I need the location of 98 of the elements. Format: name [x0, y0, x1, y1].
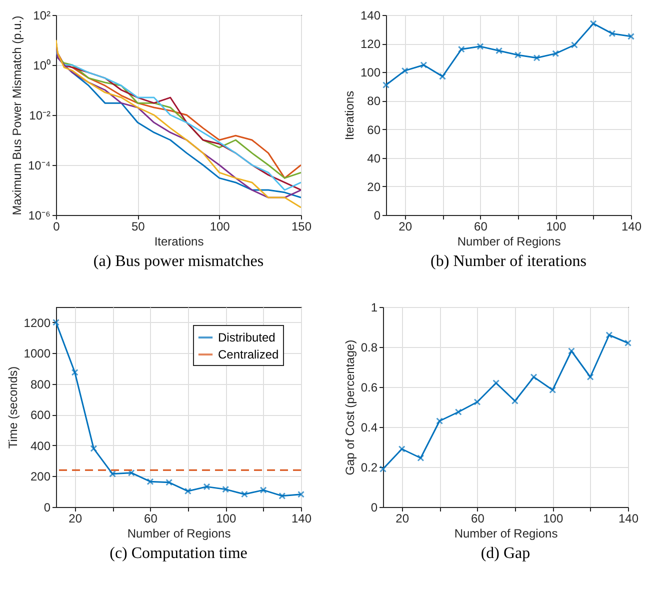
- x-axis-title: Number of Regions: [454, 526, 558, 540]
- point: [90, 445, 98, 452]
- y-tick-label: 0.6: [360, 380, 378, 394]
- x-axis-title: Number of Regions: [127, 526, 231, 540]
- y-tick-label: 0.8: [360, 340, 378, 354]
- x-tick-label: 20: [398, 220, 412, 234]
- y-tick-label: 10⁻²: [29, 108, 51, 122]
- point: [222, 486, 230, 493]
- y-axis-title: Time (seconds): [6, 366, 20, 449]
- x-axis-title: Number of Regions: [457, 234, 561, 248]
- point: [398, 446, 406, 452]
- point: [624, 340, 632, 346]
- y-tick-label: 0.2: [360, 460, 378, 474]
- point: [278, 492, 286, 500]
- y-tick-label: 20: [367, 180, 381, 194]
- y-axis-title: Maximum Bus Power Mismatch (p.u.): [10, 16, 24, 216]
- point: [260, 486, 267, 494]
- y-tick-label: 0: [370, 500, 378, 514]
- point: [628, 32, 634, 40]
- x-tick-label: 50: [131, 220, 146, 234]
- point: [380, 466, 386, 472]
- point: [203, 483, 210, 490]
- y-tick-label: 120: [360, 37, 381, 52]
- x-tick-label: 20: [68, 512, 82, 526]
- point: [549, 386, 556, 394]
- text: (a) Bus power mismatches: [93, 253, 264, 270]
- x-axis-title: Iterations: [154, 234, 204, 248]
- x-tick-label: 100: [546, 220, 566, 234]
- y-tick-label: 1000: [24, 346, 51, 361]
- point: [166, 478, 173, 486]
- point: [454, 408, 462, 416]
- x-tick-label: 140: [291, 512, 312, 526]
- point: [420, 62, 428, 68]
- point: [439, 72, 446, 80]
- text: (d) Gap: [480, 545, 530, 562]
- point: [146, 478, 154, 486]
- x-tick-label: 140: [621, 220, 642, 234]
- y-tick-label: 400: [30, 438, 51, 453]
- point: [401, 67, 408, 74]
- point: [530, 374, 538, 380]
- text: (c) Computation time: [110, 545, 248, 562]
- point: [552, 50, 560, 58]
- y-tick-label: 800: [30, 377, 51, 392]
- x-tick-label: 150: [291, 220, 312, 234]
- point: [533, 54, 540, 62]
- point: [417, 454, 424, 462]
- y-tick-label: 80: [367, 94, 381, 108]
- point: [590, 20, 597, 28]
- point: [492, 380, 500, 386]
- point: [606, 332, 613, 338]
- point: [382, 82, 390, 88]
- y-axis-title: Gap of Cost (percentage): [342, 340, 357, 476]
- x-tick-label: 140: [618, 512, 639, 526]
- point: [128, 469, 135, 476]
- y-tick-label: 1200: [24, 316, 51, 330]
- y-tick-label: 600: [30, 408, 51, 422]
- point: [436, 418, 444, 424]
- y-axis-title: Iterations: [342, 90, 356, 140]
- y-tick-label: 0.4: [360, 420, 378, 434]
- x-tick-label: 100: [216, 512, 236, 526]
- point: [240, 490, 248, 498]
- y-tick-label: 0: [44, 500, 51, 514]
- y-tick-label: 140: [360, 8, 381, 22]
- y-tick-label: 0: [374, 208, 381, 222]
- legend-label: Centralized: [218, 348, 279, 362]
- point: [458, 46, 465, 53]
- x-tick-label: 100: [543, 512, 564, 526]
- text: (b) Number of iterations: [430, 253, 586, 270]
- x-tick-label: 0: [53, 220, 60, 234]
- x-tick-label: 60: [144, 512, 158, 526]
- point: [511, 398, 518, 404]
- point: [570, 42, 578, 48]
- y-tick-label: 1: [370, 300, 378, 314]
- x-tick-label: 60: [471, 512, 485, 526]
- point: [474, 398, 481, 406]
- y-tick-label: 10⁰: [33, 58, 50, 72]
- y-tick-label: 10²: [33, 8, 51, 22]
- point: [586, 374, 594, 380]
- point: [52, 318, 60, 326]
- point: [496, 47, 503, 54]
- point: [514, 52, 522, 58]
- y-tick-label: 60: [367, 122, 381, 137]
- point: [298, 490, 304, 498]
- point: [109, 470, 116, 478]
- x-tick-label: 100: [210, 220, 230, 234]
- point: [476, 42, 484, 50]
- x-tick-label: 60: [474, 220, 488, 234]
- legend-label: Distributed: [218, 330, 276, 344]
- y-tick-label: 200: [30, 470, 51, 484]
- y-tick-label: 10⁻⁴: [28, 158, 50, 172]
- y-tick-label: 40: [367, 151, 381, 166]
- point: [608, 30, 616, 38]
- point: [184, 488, 192, 495]
- y-tick-label: 10⁻⁶: [28, 208, 51, 222]
- point: [568, 348, 575, 354]
- x-tick-label: 20: [396, 512, 410, 526]
- point: [71, 368, 78, 376]
- y-tick-label: 100: [360, 66, 381, 80]
